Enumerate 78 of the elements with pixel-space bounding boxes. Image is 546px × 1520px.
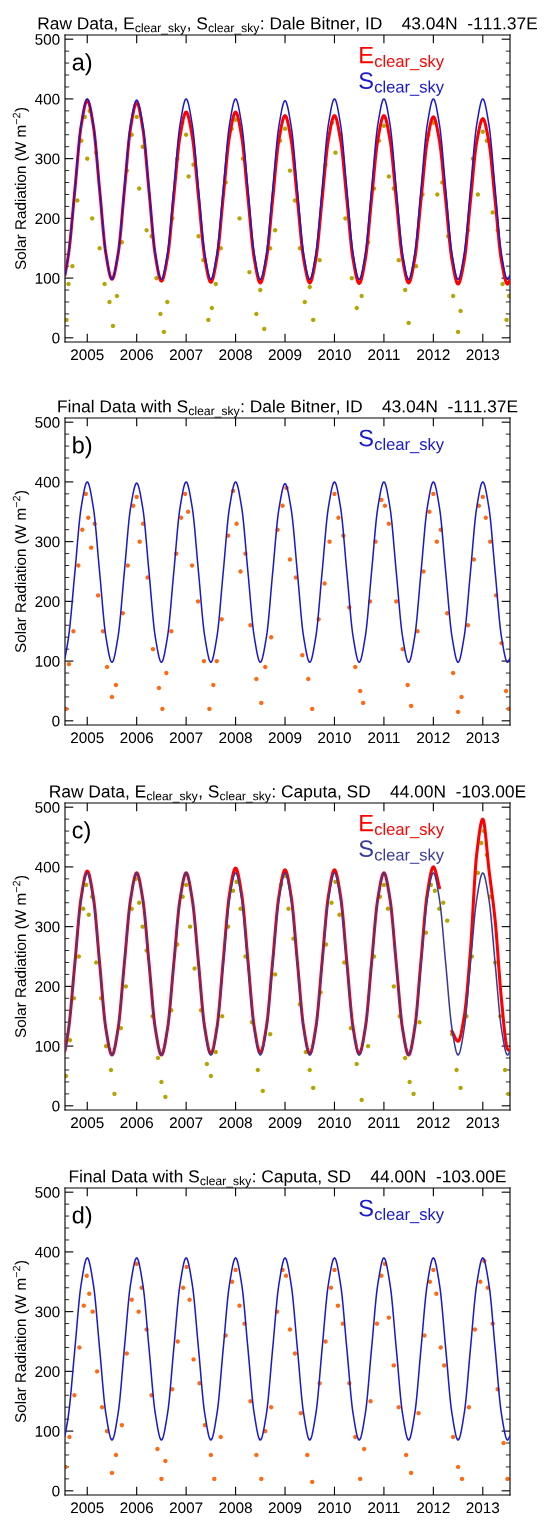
x-tick-label: 2012 <box>417 349 450 361</box>
series-label: E$_{clear_sky}$ <box>360 814 444 839</box>
x-tick-label: 2012 <box>417 732 450 744</box>
x-tick-label: 2006 <box>120 1502 154 1514</box>
x-tick-label: 2010 <box>318 732 351 744</box>
y-tick-label: 0 <box>52 715 60 727</box>
x-tick-label: 2005 <box>71 1117 104 1129</box>
y-tick-label: 300 <box>35 153 60 165</box>
y-tick-label: 500 <box>35 34 60 45</box>
y-tick-label: 200 <box>35 213 60 225</box>
y-tick-label: 200 <box>35 981 60 993</box>
x-tick-label: 2005 <box>71 1502 104 1514</box>
x-tick-label: 2009 <box>268 1502 302 1514</box>
series-label: S$_{clear_sky}$ <box>359 840 444 864</box>
x-tick-label: 2009 <box>268 1117 302 1129</box>
x-tick-label: 2013 <box>466 349 500 361</box>
chart-title: Final Data with S$_{clear_sky}$: Dale Bitner, ID 43.04N -111.37E <box>58 399 518 418</box>
x-tick-label: 2008 <box>219 1117 252 1129</box>
x-tick-label: 2013 <box>466 732 500 744</box>
x-tick-label: 2006 <box>120 1117 154 1129</box>
x-tick-label: 2012 <box>417 1502 450 1514</box>
chart-title: Raw Data, E$_{clear_sky}$, S$_{clear_sky}$: Caputa, SD 44.00N -103.00E <box>50 785 526 803</box>
y-tick-label: 300 <box>35 1306 60 1318</box>
series-label: S$_{clear_sky}$ <box>359 429 444 454</box>
x-tick-label: 2013 <box>466 1502 500 1514</box>
y-tick-label: 400 <box>35 1246 60 1258</box>
annotation: a) <box>72 53 92 76</box>
y-tick-label: 100 <box>35 1425 60 1437</box>
y-tick-label: 500 <box>35 1187 60 1198</box>
x-tick-label: 2010 <box>318 349 351 361</box>
y-tick-label: 500 <box>35 802 60 813</box>
series-label: S$_{clear_sky}$ <box>359 72 444 96</box>
x-tick-label: 2007 <box>169 1117 203 1129</box>
annotation: d) <box>72 1206 92 1229</box>
y-tick-label: 300 <box>35 921 60 933</box>
y-tick-label: 200 <box>35 596 60 608</box>
x-tick-label: 2006 <box>120 349 154 361</box>
x-tick-label: 2005 <box>71 349 104 361</box>
annotation: b) <box>73 436 92 459</box>
y-tick-label: 0 <box>52 332 60 344</box>
x-tick-label: 2011 <box>368 1502 400 1514</box>
y-tick-label: 100 <box>35 1040 60 1052</box>
x-tick-label: 2011 <box>368 349 400 361</box>
y-axis-title: Solar Radiation (W m$^{−2}$) <box>12 875 30 1038</box>
x-tick-label: 2010 <box>318 1117 351 1129</box>
x-tick-label: 2007 <box>169 732 203 744</box>
x-tick-label: 2006 <box>120 732 154 744</box>
x-tick-label: 2009 <box>268 349 302 361</box>
x-tick-label: 2007 <box>169 349 203 361</box>
x-tick-label: 2011 <box>368 732 400 744</box>
y-tick-label: 0 <box>52 1485 60 1497</box>
x-tick-label: 2005 <box>71 732 104 744</box>
y-tick-label: 400 <box>35 476 60 488</box>
x-tick-label: 2007 <box>169 1502 203 1514</box>
x-tick-label: 2009 <box>268 732 302 744</box>
x-tick-label: 2010 <box>318 1502 351 1514</box>
x-tick-label: 2008 <box>219 1502 252 1514</box>
y-tick-label: 200 <box>35 1366 60 1378</box>
x-tick-label: 2008 <box>219 349 252 361</box>
y-tick-label: 400 <box>35 93 60 105</box>
text: E$_{clear_sky}$ <box>360 46 444 71</box>
x-tick-label: 2012 <box>417 1117 450 1129</box>
annotation: c) <box>72 821 90 844</box>
y-tick-label: 400 <box>35 861 60 873</box>
y-tick-label: 100 <box>35 272 60 284</box>
y-tick-label: 100 <box>35 655 60 667</box>
x-tick-label: 2008 <box>219 732 252 744</box>
x-tick-label: 2013 <box>466 1117 500 1129</box>
series-label: S$_{clear_sky}$ <box>359 1199 444 1224</box>
y-axis-title: Solar Radiation (W m$^{−2}$) <box>12 1260 30 1423</box>
y-tick-label: 300 <box>35 536 60 548</box>
chart-title: Raw Data, E$_{clear_sky}$, S$_{clear_sky}$: Dale Bitner, ID 43.04N -111.37E <box>38 16 537 35</box>
y-tick-label: 0 <box>52 1100 60 1112</box>
y-axis-title: Solar Radiation (W m$^{−2}$) <box>12 490 30 653</box>
y-axis-title: Solar Radiation (W m$^{−2}$) <box>12 107 30 270</box>
x-tick-label: 2011 <box>368 1117 400 1129</box>
y-tick-label: 500 <box>35 417 60 428</box>
chart-title: Final Data with S$_{clear_sky}$: Caputa, SD 44.00N -103.00E <box>69 1169 506 1188</box>
